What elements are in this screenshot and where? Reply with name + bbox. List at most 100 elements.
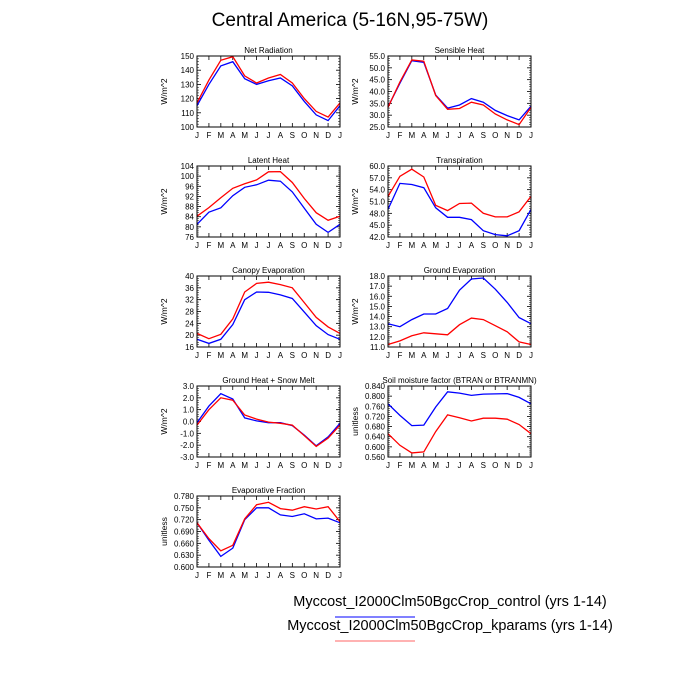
y-tick-label: 45.0	[369, 76, 385, 85]
y-axis-label: W/m^2	[159, 78, 169, 104]
y-tick-label: 0.640	[365, 433, 386, 442]
x-tick-label: N	[313, 241, 319, 250]
x-tick-label: J	[446, 461, 450, 470]
panel-transpiration: Transpiration W/m^2 42.0 45.0 48.0 51.0 54.0 57…	[350, 156, 533, 250]
y-tick-label: 30.0	[369, 111, 385, 120]
y-tick-label: 20	[185, 331, 194, 340]
x-tick-label: N	[313, 571, 319, 580]
x-tick-label: D	[516, 351, 522, 360]
x-tick-label: M	[408, 131, 415, 140]
x-tick-label: A	[421, 351, 427, 360]
y-tick-label: -3.0	[180, 453, 194, 462]
x-tick-label: O	[301, 461, 307, 470]
x-tick-label: S	[290, 241, 295, 250]
plot-frame	[196, 385, 341, 458]
x-tick-label: M	[241, 131, 248, 140]
y-tick-label: 18.0	[369, 272, 385, 281]
x-tick-label: A	[421, 241, 427, 250]
plot-frame	[387, 165, 532, 238]
legend-label-control: Myccost_I2000Clm50BgcCrop_control (yrs 1…	[293, 594, 607, 610]
x-tick-label: A	[230, 351, 236, 360]
series-line-kparams	[387, 168, 532, 218]
x-tick-label: A	[278, 351, 284, 360]
y-axis-label: W/m^2	[350, 298, 360, 324]
x-tick-label: O	[492, 131, 498, 140]
x-tick-label: J	[195, 461, 199, 470]
x-tick-label: A	[230, 461, 236, 470]
series-line-kparams	[196, 501, 341, 552]
x-tick-label: N	[504, 131, 510, 140]
x-tick-label: N	[504, 351, 510, 360]
x-tick-label: M	[217, 461, 224, 470]
x-tick-label: A	[469, 461, 475, 470]
x-tick-label: A	[469, 241, 475, 250]
y-tick-label: 110	[181, 109, 194, 118]
x-tick-label: J	[338, 461, 342, 470]
y-axis-label: W/m^2	[350, 78, 360, 104]
y-tick-label: 35.0	[369, 99, 385, 108]
x-tick-label: M	[217, 131, 224, 140]
series-line-kparams	[196, 55, 341, 118]
y-tick-label: 28	[185, 308, 194, 317]
figure-title: Central America (5-16N,95-75W)	[211, 10, 489, 31]
x-tick-label: J	[267, 461, 271, 470]
y-tick-label: 0.0	[183, 418, 195, 427]
y-tick-label: 0.560	[365, 453, 386, 462]
x-tick-label: A	[421, 131, 427, 140]
y-tick-label: 150	[181, 52, 195, 61]
y-tick-label: 0.720	[174, 516, 195, 525]
x-tick-label: J	[529, 461, 533, 470]
y-tick-label: 80	[185, 223, 194, 232]
y-tick-label: 16	[185, 343, 194, 352]
x-tick-label: A	[278, 571, 284, 580]
x-tick-label: A	[278, 131, 284, 140]
y-tick-label: 0.680	[365, 423, 386, 432]
x-tick-label: S	[481, 351, 486, 360]
x-tick-label: O	[492, 241, 498, 250]
x-tick-label: O	[492, 351, 498, 360]
y-tick-label: 16.0	[369, 292, 385, 301]
x-tick-label: A	[230, 241, 236, 250]
x-tick-label: S	[290, 571, 295, 580]
y-axis-label: W/m^2	[350, 188, 360, 214]
panel-title: Net Radiation	[244, 46, 292, 55]
x-tick-label: J	[386, 351, 390, 360]
x-tick-label: J	[267, 351, 271, 360]
y-tick-label: 0.600	[365, 443, 386, 452]
x-tick-label: J	[446, 241, 450, 250]
y-axis-label: W/m^2	[159, 408, 169, 434]
plot-frame	[387, 385, 532, 458]
y-tick-label: 104	[181, 162, 195, 171]
plot-frame	[196, 275, 341, 348]
panel-title: Canopy Evaporation	[232, 266, 305, 275]
x-tick-label: F	[397, 461, 402, 470]
panel-sensible-heat: Sensible Heat W/m^2 25.0 30.0 35.0 40.0 45.0 50…	[350, 46, 533, 140]
x-tick-label: N	[313, 461, 319, 470]
y-tick-label: 12.0	[369, 333, 385, 342]
series-line-control	[387, 182, 532, 237]
series-line-control	[196, 179, 341, 234]
x-tick-label: A	[230, 571, 236, 580]
x-tick-label: J	[267, 241, 271, 250]
x-tick-label: M	[217, 241, 224, 250]
x-tick-label: F	[206, 351, 211, 360]
plot-frame	[387, 275, 532, 348]
x-tick-label: F	[397, 241, 402, 250]
y-tick-label: 32	[185, 296, 194, 305]
panel-title: Transpiration	[436, 156, 482, 165]
x-tick-label: O	[301, 351, 307, 360]
y-tick-label: 40	[185, 272, 194, 281]
x-tick-label: J	[338, 241, 342, 250]
series-line-kparams	[387, 317, 532, 346]
series-line-kparams	[196, 281, 341, 340]
x-tick-label: A	[230, 131, 236, 140]
x-tick-label: J	[386, 131, 390, 140]
y-tick-label: 60.0	[369, 162, 385, 171]
y-tick-label: 96	[185, 182, 194, 191]
x-tick-label: J	[446, 131, 450, 140]
x-tick-label: O	[492, 461, 498, 470]
x-tick-label: F	[206, 241, 211, 250]
x-tick-label: J	[386, 241, 390, 250]
x-tick-label: J	[195, 571, 199, 580]
y-tick-label: -1.0	[180, 429, 194, 438]
